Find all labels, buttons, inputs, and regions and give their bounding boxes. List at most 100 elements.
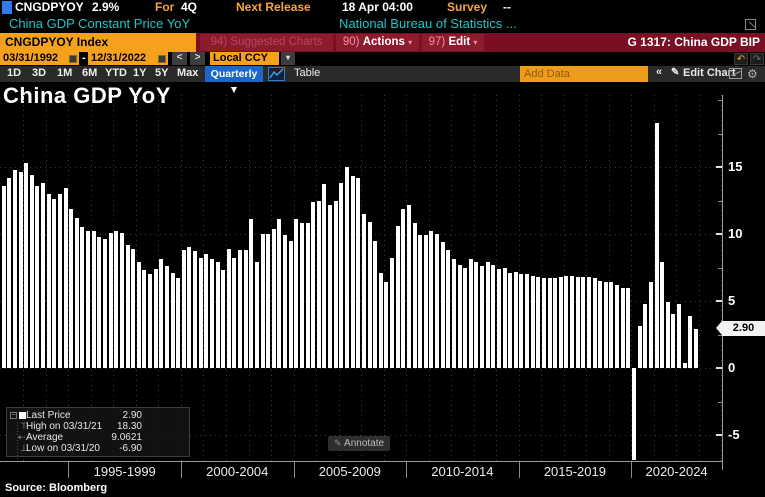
gdp-bar <box>209 259 214 368</box>
gdp-bar <box>547 278 552 368</box>
gdp-bar <box>232 258 237 368</box>
gdp-bar <box>457 264 462 368</box>
gdp-bar <box>474 262 479 368</box>
legend-row-low: ⊥ Low on 03/31/20 -6.90 <box>10 443 186 454</box>
y-axis-label: 5 <box>728 293 736 308</box>
gdp-bar <box>125 244 130 368</box>
index-field[interactable]: CNGDPYOY Index <box>0 33 196 52</box>
marker-arrow-icon <box>716 321 722 335</box>
gdp-bar <box>463 267 468 368</box>
gdp-bar <box>406 204 411 368</box>
gdp-bar <box>181 250 186 368</box>
gdp-bar <box>508 272 513 368</box>
chevron-left-icon[interactable]: < <box>172 52 187 65</box>
gear-icon[interactable]: ⚙ <box>747 67 758 81</box>
legend-collapse-icon[interactable]: − <box>10 412 17 419</box>
period-tab-1d[interactable]: 1D <box>7 67 22 79</box>
security-description-row: China GDP Constant Price YoY National Bu… <box>0 16 765 33</box>
x-axis-tick <box>518 461 520 478</box>
gdp-bar <box>423 235 428 368</box>
line-chart-icon[interactable] <box>268 67 285 81</box>
vertical-gridline <box>541 95 543 461</box>
period-tab-5y[interactable]: 5Y <box>155 67 169 79</box>
gdp-bar <box>491 264 496 368</box>
x-axis-tick <box>406 461 408 478</box>
gdp-bar <box>677 303 681 368</box>
y-axis-tick <box>718 133 722 135</box>
period-tab-6m[interactable]: 6M <box>82 67 98 79</box>
table-button[interactable]: Table <box>294 67 321 79</box>
gdp-bar <box>693 329 698 368</box>
gdp-bar <box>440 242 445 368</box>
gdp-bar <box>266 234 271 368</box>
redo-icon[interactable]: ↷ <box>750 53 764 65</box>
gdp-bar <box>142 270 147 368</box>
annotate-button[interactable]: ✎ Annotate <box>328 436 391 451</box>
gdp-bar <box>626 287 631 368</box>
gdp-bar <box>24 162 29 368</box>
gdp-bar <box>187 247 192 368</box>
gdp-bar <box>193 251 198 368</box>
legend-row-average: ⇠ Average 9.0621 <box>10 432 186 443</box>
vertical-gridline <box>293 95 295 461</box>
period-tab-max[interactable]: Max <box>177 67 199 79</box>
date-from-field[interactable]: 03/31/1992 <box>0 52 79 65</box>
chart-legend[interactable]: − Last Price 2.90 ⊤ High on 03/31/21 18.… <box>6 407 190 460</box>
x-axis-label: 2015-2019 <box>543 464 606 479</box>
next-release-value: 18 Apr 04:00 <box>342 0 413 14</box>
gdp-bar <box>322 184 327 368</box>
calendar-icon[interactable] <box>69 54 77 63</box>
gdp-bar <box>1 185 6 368</box>
gdp-bar <box>254 262 259 368</box>
date-range-row: 03/31/1992 - 12/31/2022 < > Local CCY ▾ … <box>0 52 765 66</box>
date-from-value: 03/31/1992 <box>3 52 59 64</box>
gdp-bar <box>496 268 501 368</box>
gdp-bar <box>316 200 321 368</box>
date-to-field[interactable]: 12/31/2022 <box>88 52 168 65</box>
x-axis-tick <box>180 461 182 478</box>
currency-dropdown-icon[interactable]: ▾ <box>281 52 295 65</box>
period-tab-3d[interactable]: 3D <box>32 67 47 79</box>
period-tab-1y[interactable]: 1Y <box>133 67 147 79</box>
page-reference: G 1317: China GDP BIP <box>627 35 761 49</box>
gdp-bar <box>80 227 85 368</box>
date-to-value: 12/31/2022 <box>91 52 147 64</box>
undo-icon[interactable]: ↶ <box>734 53 748 65</box>
edit-button[interactable]: 97) Edit ▾ <box>422 34 484 51</box>
collapse-panel-button[interactable]: « <box>656 66 663 78</box>
vertical-gridline <box>563 95 565 461</box>
gdp-bar <box>170 272 175 368</box>
gdp-bar <box>271 228 276 368</box>
y-axis-tick <box>718 100 722 101</box>
pencil-icon: ✎ <box>671 67 680 78</box>
vertical-gridline <box>361 95 363 461</box>
gdp-bar <box>35 185 40 368</box>
frequency-dropdown[interactable]: Quarterly ▼ <box>205 66 263 96</box>
gdp-bar <box>367 221 372 368</box>
gdp-bar <box>620 287 625 368</box>
chevron-right-icon[interactable]: > <box>190 52 205 65</box>
last-price-marker: 2.90 <box>716 321 765 336</box>
currency-selector[interactable]: Local CCY <box>210 52 279 65</box>
gdp-bar <box>277 219 282 368</box>
calendar-icon[interactable] <box>158 54 166 63</box>
y-axis-line <box>722 95 723 470</box>
add-data-input[interactable]: Add Data <box>520 66 648 82</box>
period-tab-ytd[interactable]: YTD <box>105 67 127 79</box>
date-separator: - <box>82 52 86 64</box>
actions-button[interactable]: 90) Actions ▾ <box>336 34 419 51</box>
edit-chart-settings-icon[interactable] <box>729 68 742 79</box>
gdp-bar <box>564 275 569 368</box>
gdp-bar <box>260 234 265 368</box>
popout-icon[interactable] <box>745 19 756 30</box>
period-tab-1m[interactable]: 1M <box>57 67 73 79</box>
vertical-gridline <box>631 95 633 461</box>
gdp-bar <box>435 234 440 368</box>
edit-chart-button[interactable]: Edit Chart <box>683 67 736 79</box>
chart-title: China GDP YoY <box>3 83 171 108</box>
y-axis-tick <box>716 166 722 168</box>
suggested-charts-button[interactable]: 94) Suggested Charts <box>200 34 333 51</box>
vertical-gridline <box>158 95 160 461</box>
gdp-bar <box>615 284 620 368</box>
